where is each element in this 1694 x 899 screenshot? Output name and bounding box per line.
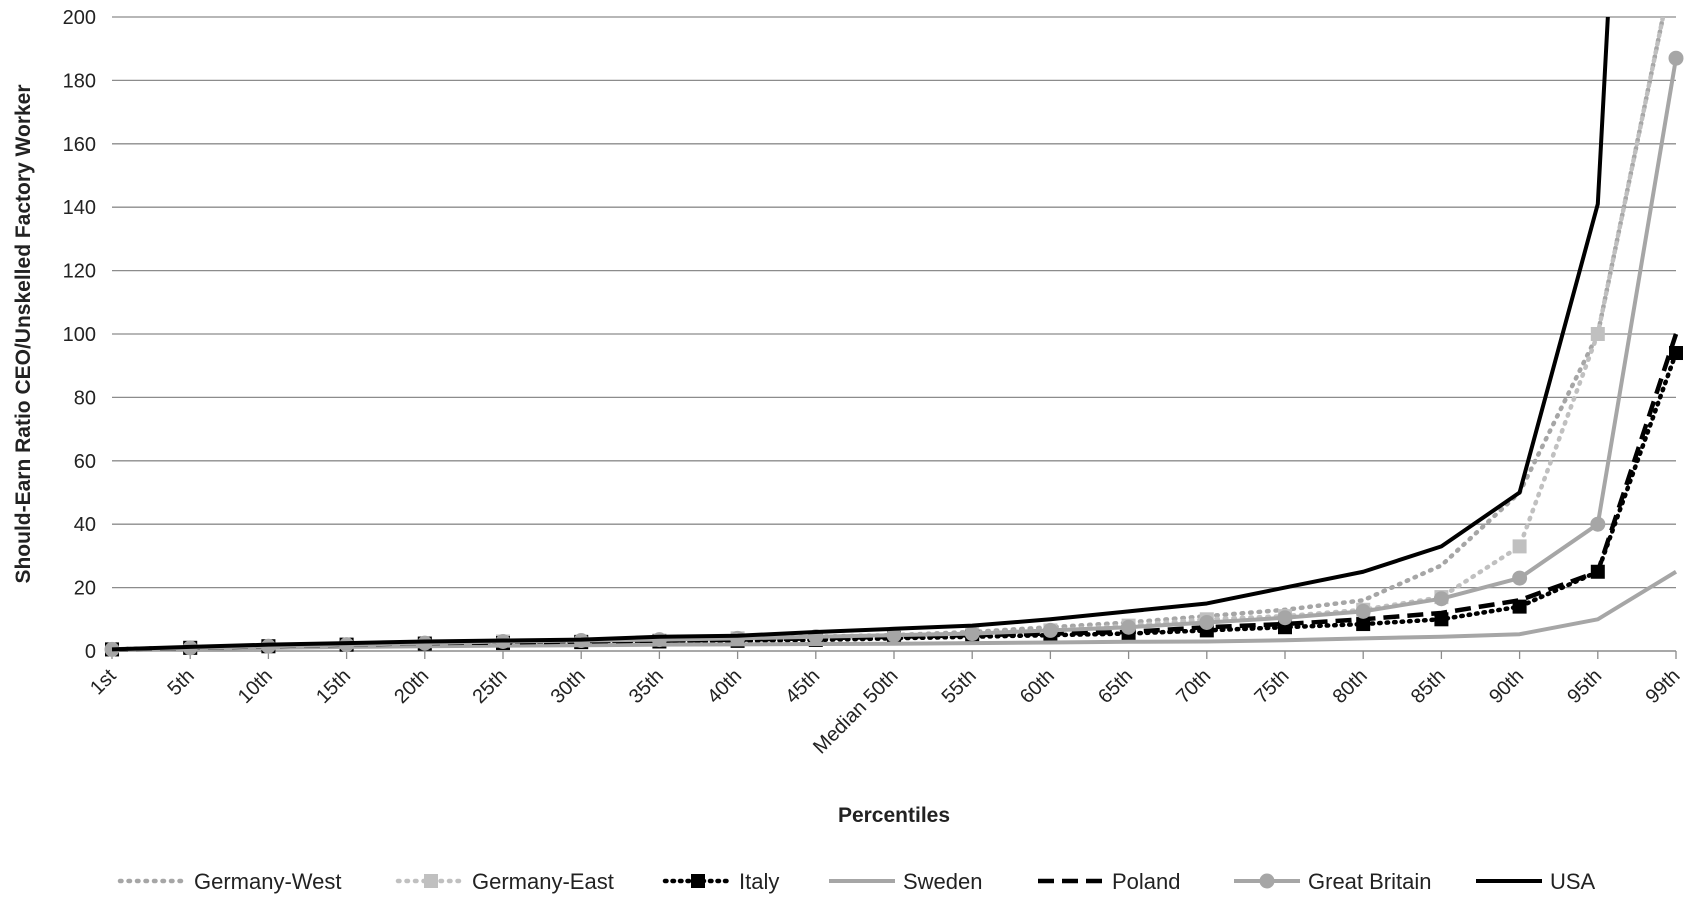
y-tick-label: 100	[63, 324, 96, 346]
y-tick-label: 20	[74, 578, 96, 600]
data-point-germany-east	[1512, 539, 1527, 554]
x-axis-title: Percentiles	[838, 804, 950, 827]
y-tick-label: 140	[63, 197, 96, 219]
x-axis	[111, 650, 1677, 659]
y-tick-label: 180	[63, 70, 96, 92]
data-point-great-britain	[964, 626, 980, 642]
legend-label: Germany-East	[472, 869, 614, 894]
series-germany-west	[109, 17, 1666, 652]
y-tick-label: 0	[85, 641, 96, 663]
data-point-great-britain	[1042, 622, 1058, 638]
legend-item-italy: Italy	[662, 869, 779, 894]
x-tick-label: 85th	[1407, 665, 1450, 708]
series-sweden	[111, 570, 1678, 653]
legend-item-sweden: Sweden	[829, 869, 983, 894]
legend: Germany-West Germany-East Italy Sweden Polan…	[117, 869, 1596, 894]
x-tick-label: 10th	[234, 665, 277, 708]
y-tick-label: 200	[63, 7, 96, 29]
y-axis-ticks: 0 20 40 60 80 100 120 140 160 180 200	[63, 7, 96, 663]
x-tick-label: 99th	[1641, 665, 1684, 708]
x-tick-label: 15th	[312, 665, 355, 708]
data-point-great-britain	[1433, 591, 1449, 607]
x-tick-label: 35th	[625, 665, 668, 708]
legend-label: Poland	[1112, 869, 1181, 894]
x-tick-label: 95th	[1563, 665, 1606, 708]
plot-area	[104, 17, 1684, 657]
legend-marker	[1259, 873, 1275, 889]
data-point-great-britain	[1668, 50, 1684, 66]
data-point-italy	[1434, 612, 1449, 627]
gridlines	[112, 16, 1676, 589]
legend-item-germany-west: Germany-West	[117, 869, 342, 894]
x-tick-label: 5th	[164, 665, 199, 700]
x-tick-label: 80th	[1329, 665, 1372, 708]
series-line-sweden	[111, 570, 1678, 653]
x-tick-label: 55th	[938, 665, 981, 708]
y-tick-label: 80	[74, 387, 96, 409]
series-line-great-britain	[111, 57, 1678, 652]
legend-item-germany-east: Germany-East	[395, 869, 614, 894]
x-tick-label: 60th	[1016, 665, 1059, 708]
y-tick-label: 160	[63, 134, 96, 156]
series-usa	[111, 17, 1610, 652]
x-tick-label: 40th	[703, 665, 746, 708]
legend-label: Sweden	[903, 869, 983, 894]
data-point-great-britain	[651, 632, 667, 648]
series-line-germany-west	[109, 17, 1666, 652]
data-point-italy	[1669, 346, 1683, 361]
x-tick-label: 65th	[1094, 665, 1137, 708]
series-line-usa	[111, 17, 1610, 652]
x-axis-ticks: 1st 5th 10th 15th 20th 25th 30th 35th 40th 45thMe…	[86, 665, 1684, 759]
legend-item-usa: USA	[1476, 869, 1596, 894]
x-tick-label: 30th	[547, 665, 590, 708]
data-point-great-britain	[1355, 603, 1371, 619]
series-italy	[105, 346, 1683, 657]
legend-item-poland: Poland	[1038, 869, 1181, 894]
series-line-germany-east	[109, 17, 1666, 652]
x-tick-label: 75th	[1250, 665, 1293, 708]
data-point-great-britain	[1590, 516, 1606, 532]
y-axis-title: Should-Earn Ratio CEO/Unskelled Factory …	[12, 84, 35, 583]
series-germany-east	[105, 17, 1666, 657]
data-point-great-britain	[1199, 614, 1215, 630]
legend-item-great-britain: Great Britain	[1234, 869, 1432, 894]
data-point-great-britain	[1277, 610, 1293, 626]
series-great-britain	[104, 50, 1684, 657]
data-point-great-britain	[886, 627, 902, 643]
data-point-great-britain	[730, 630, 746, 646]
data-point-great-britain	[1121, 619, 1137, 635]
y-tick-label: 40	[74, 514, 96, 536]
x-tick-label: 90th	[1485, 665, 1528, 708]
x-tick-label: 20th	[390, 665, 433, 708]
legend-marker	[691, 874, 705, 888]
y-tick-label: 60	[74, 451, 96, 473]
data-point-great-britain	[1512, 570, 1528, 586]
data-point-germany-east	[1590, 327, 1605, 341]
x-tick-label: 1st	[86, 665, 121, 700]
x-tick-label: 70th	[1172, 665, 1215, 708]
x-tick-label: 25th	[468, 665, 511, 708]
legend-label: Great Britain	[1308, 869, 1432, 894]
legend-label: Germany-West	[194, 869, 342, 894]
legend-label: Italy	[739, 869, 779, 894]
legend-label: USA	[1550, 869, 1596, 894]
x-tick-label: 45th	[781, 665, 824, 708]
y-tick-label: 120	[63, 261, 96, 283]
x-tick-label: Median 50th	[809, 665, 902, 758]
legend-marker	[424, 874, 438, 888]
